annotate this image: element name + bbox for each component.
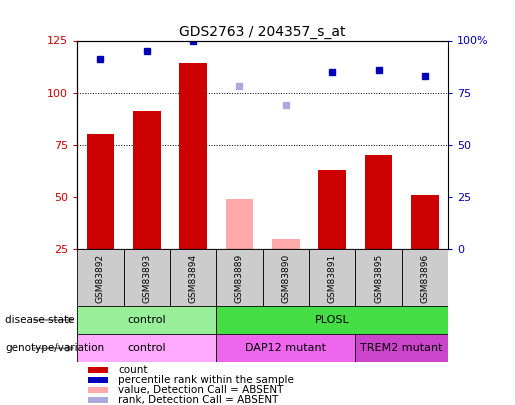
Text: PLOSL: PLOSL (315, 315, 350, 325)
Bar (87, 134, 114, 249)
Bar (216, 306, 448, 334)
Bar (411, 195, 439, 249)
Text: GSM83894: GSM83894 (188, 254, 198, 303)
Bar (226, 199, 253, 249)
Bar (272, 239, 300, 249)
Text: DAP12 mutant: DAP12 mutant (245, 343, 327, 353)
Bar (365, 155, 392, 249)
Bar (179, 64, 207, 249)
Bar (402, 249, 448, 306)
Title: GDS2763 / 204357_s_at: GDS2763 / 204357_s_at (179, 26, 346, 39)
Bar (88, 377, 108, 383)
Text: genotype/variation: genotype/variation (5, 343, 104, 353)
Bar (309, 249, 355, 306)
Text: GSM83895: GSM83895 (374, 254, 383, 303)
Bar (263, 249, 309, 306)
Bar (355, 249, 402, 306)
Bar (355, 334, 448, 362)
Bar (216, 249, 263, 306)
Text: control: control (128, 315, 166, 325)
Bar (124, 249, 170, 306)
Text: percentile rank within the sample: percentile rank within the sample (118, 375, 295, 385)
Text: GSM83892: GSM83892 (96, 254, 105, 303)
Text: TREM2 mutant: TREM2 mutant (360, 343, 443, 353)
Bar (88, 387, 108, 393)
Text: GSM83896: GSM83896 (420, 254, 430, 303)
Bar (216, 334, 355, 362)
Bar (133, 111, 161, 249)
Bar (77, 306, 216, 334)
Bar (88, 367, 108, 373)
Text: GSM83890: GSM83890 (281, 254, 290, 303)
Text: control: control (128, 343, 166, 353)
Text: count: count (118, 365, 148, 375)
Text: GSM83893: GSM83893 (142, 254, 151, 303)
Text: rank, Detection Call = ABSENT: rank, Detection Call = ABSENT (118, 395, 279, 405)
Text: GSM83891: GSM83891 (328, 254, 337, 303)
Bar (170, 249, 216, 306)
Text: GSM83889: GSM83889 (235, 254, 244, 303)
Bar (88, 397, 108, 403)
Text: value, Detection Call = ABSENT: value, Detection Call = ABSENT (118, 385, 284, 395)
Bar (318, 170, 346, 249)
Bar (77, 334, 216, 362)
Bar (77, 249, 124, 306)
Text: disease state: disease state (5, 315, 75, 325)
